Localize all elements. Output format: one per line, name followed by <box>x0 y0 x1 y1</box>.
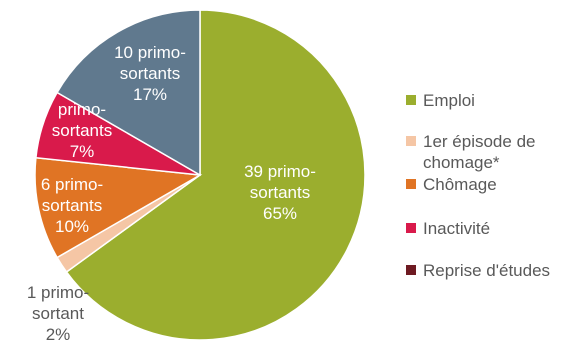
legend-swatch <box>406 223 416 233</box>
legend-swatch <box>406 265 416 275</box>
legend-label-line: Reprise d'études <box>423 261 550 280</box>
legend-label-line: Chômage <box>423 175 497 194</box>
slice-label-line: 2% <box>46 325 71 344</box>
slice-label-line: 1 primo- <box>27 283 89 302</box>
slice-label-inactivite: primo-sortants 7% <box>52 100 112 161</box>
slice-label-line: 65% <box>263 204 297 223</box>
slice-label-line: sortants <box>250 183 310 202</box>
slice-label-line: 10 primo- <box>114 43 186 62</box>
slice-label-line: 17% <box>133 85 167 104</box>
slice-label-line: sortants <box>120 64 180 83</box>
legend-label: Emploi <box>423 91 475 110</box>
legend-item-inactivite: Inactivité <box>406 219 490 238</box>
pie-slice-chomage <box>34 156 203 259</box>
pie-slices <box>34 9 366 341</box>
slice-label-line: sortant <box>32 304 84 323</box>
legend-label-line: 1er épisode de <box>423 132 535 151</box>
slice-label-line: 39 primo- <box>244 162 316 181</box>
legend-swatch <box>406 179 416 189</box>
legend-label-line: chomage* <box>423 153 500 172</box>
slice-label-emploi: 39 primo-sortants 65% <box>244 162 316 223</box>
legend-item-1er-episode-de-chomage: 1er épisode de chomage* <box>406 132 535 172</box>
legend-label: Reprise d'études <box>423 261 550 280</box>
slice-label-line: 6 primo- <box>41 175 103 194</box>
slice-label-line: 7% <box>70 142 95 161</box>
legend-swatch <box>406 95 416 105</box>
legend-label: Inactivité <box>423 219 490 238</box>
pie-slice-other <box>56 9 201 177</box>
legend-item-chomage: Chômage <box>406 175 497 194</box>
legend-label: Chômage <box>423 175 497 194</box>
slice-label-other: 10 primo-sortants 17% <box>114 43 186 104</box>
legend-label-line: Inactivité <box>423 219 490 238</box>
legend-label: 1er épisode de chomage* <box>423 132 535 172</box>
slice-label-line: 10% <box>55 217 89 236</box>
legend: Emploi 1er épisode de chomage* Chômage Inact… <box>406 91 550 280</box>
pie-slice-emploi <box>65 9 366 341</box>
slice-label-line: sortants <box>42 196 102 215</box>
slice-label-line: sortants <box>52 121 112 140</box>
slice-labels: 39 primo-sortants 65% 1 primo-sortant 2% 6 p… <box>27 43 316 344</box>
slice-label-line: primo- <box>58 100 106 119</box>
legend-item-reprise-d-etudes: Reprise d'études <box>406 261 550 280</box>
slice-label-1er-episode-de-chomage: 1 primo-sortant 2% <box>27 283 89 344</box>
legend-item-emploi: Emploi <box>406 91 475 110</box>
legend-label-line: Emploi <box>423 91 475 110</box>
legend-swatch <box>406 136 416 146</box>
slice-label-chomage: 6 primo-sortants 10% <box>41 175 103 236</box>
